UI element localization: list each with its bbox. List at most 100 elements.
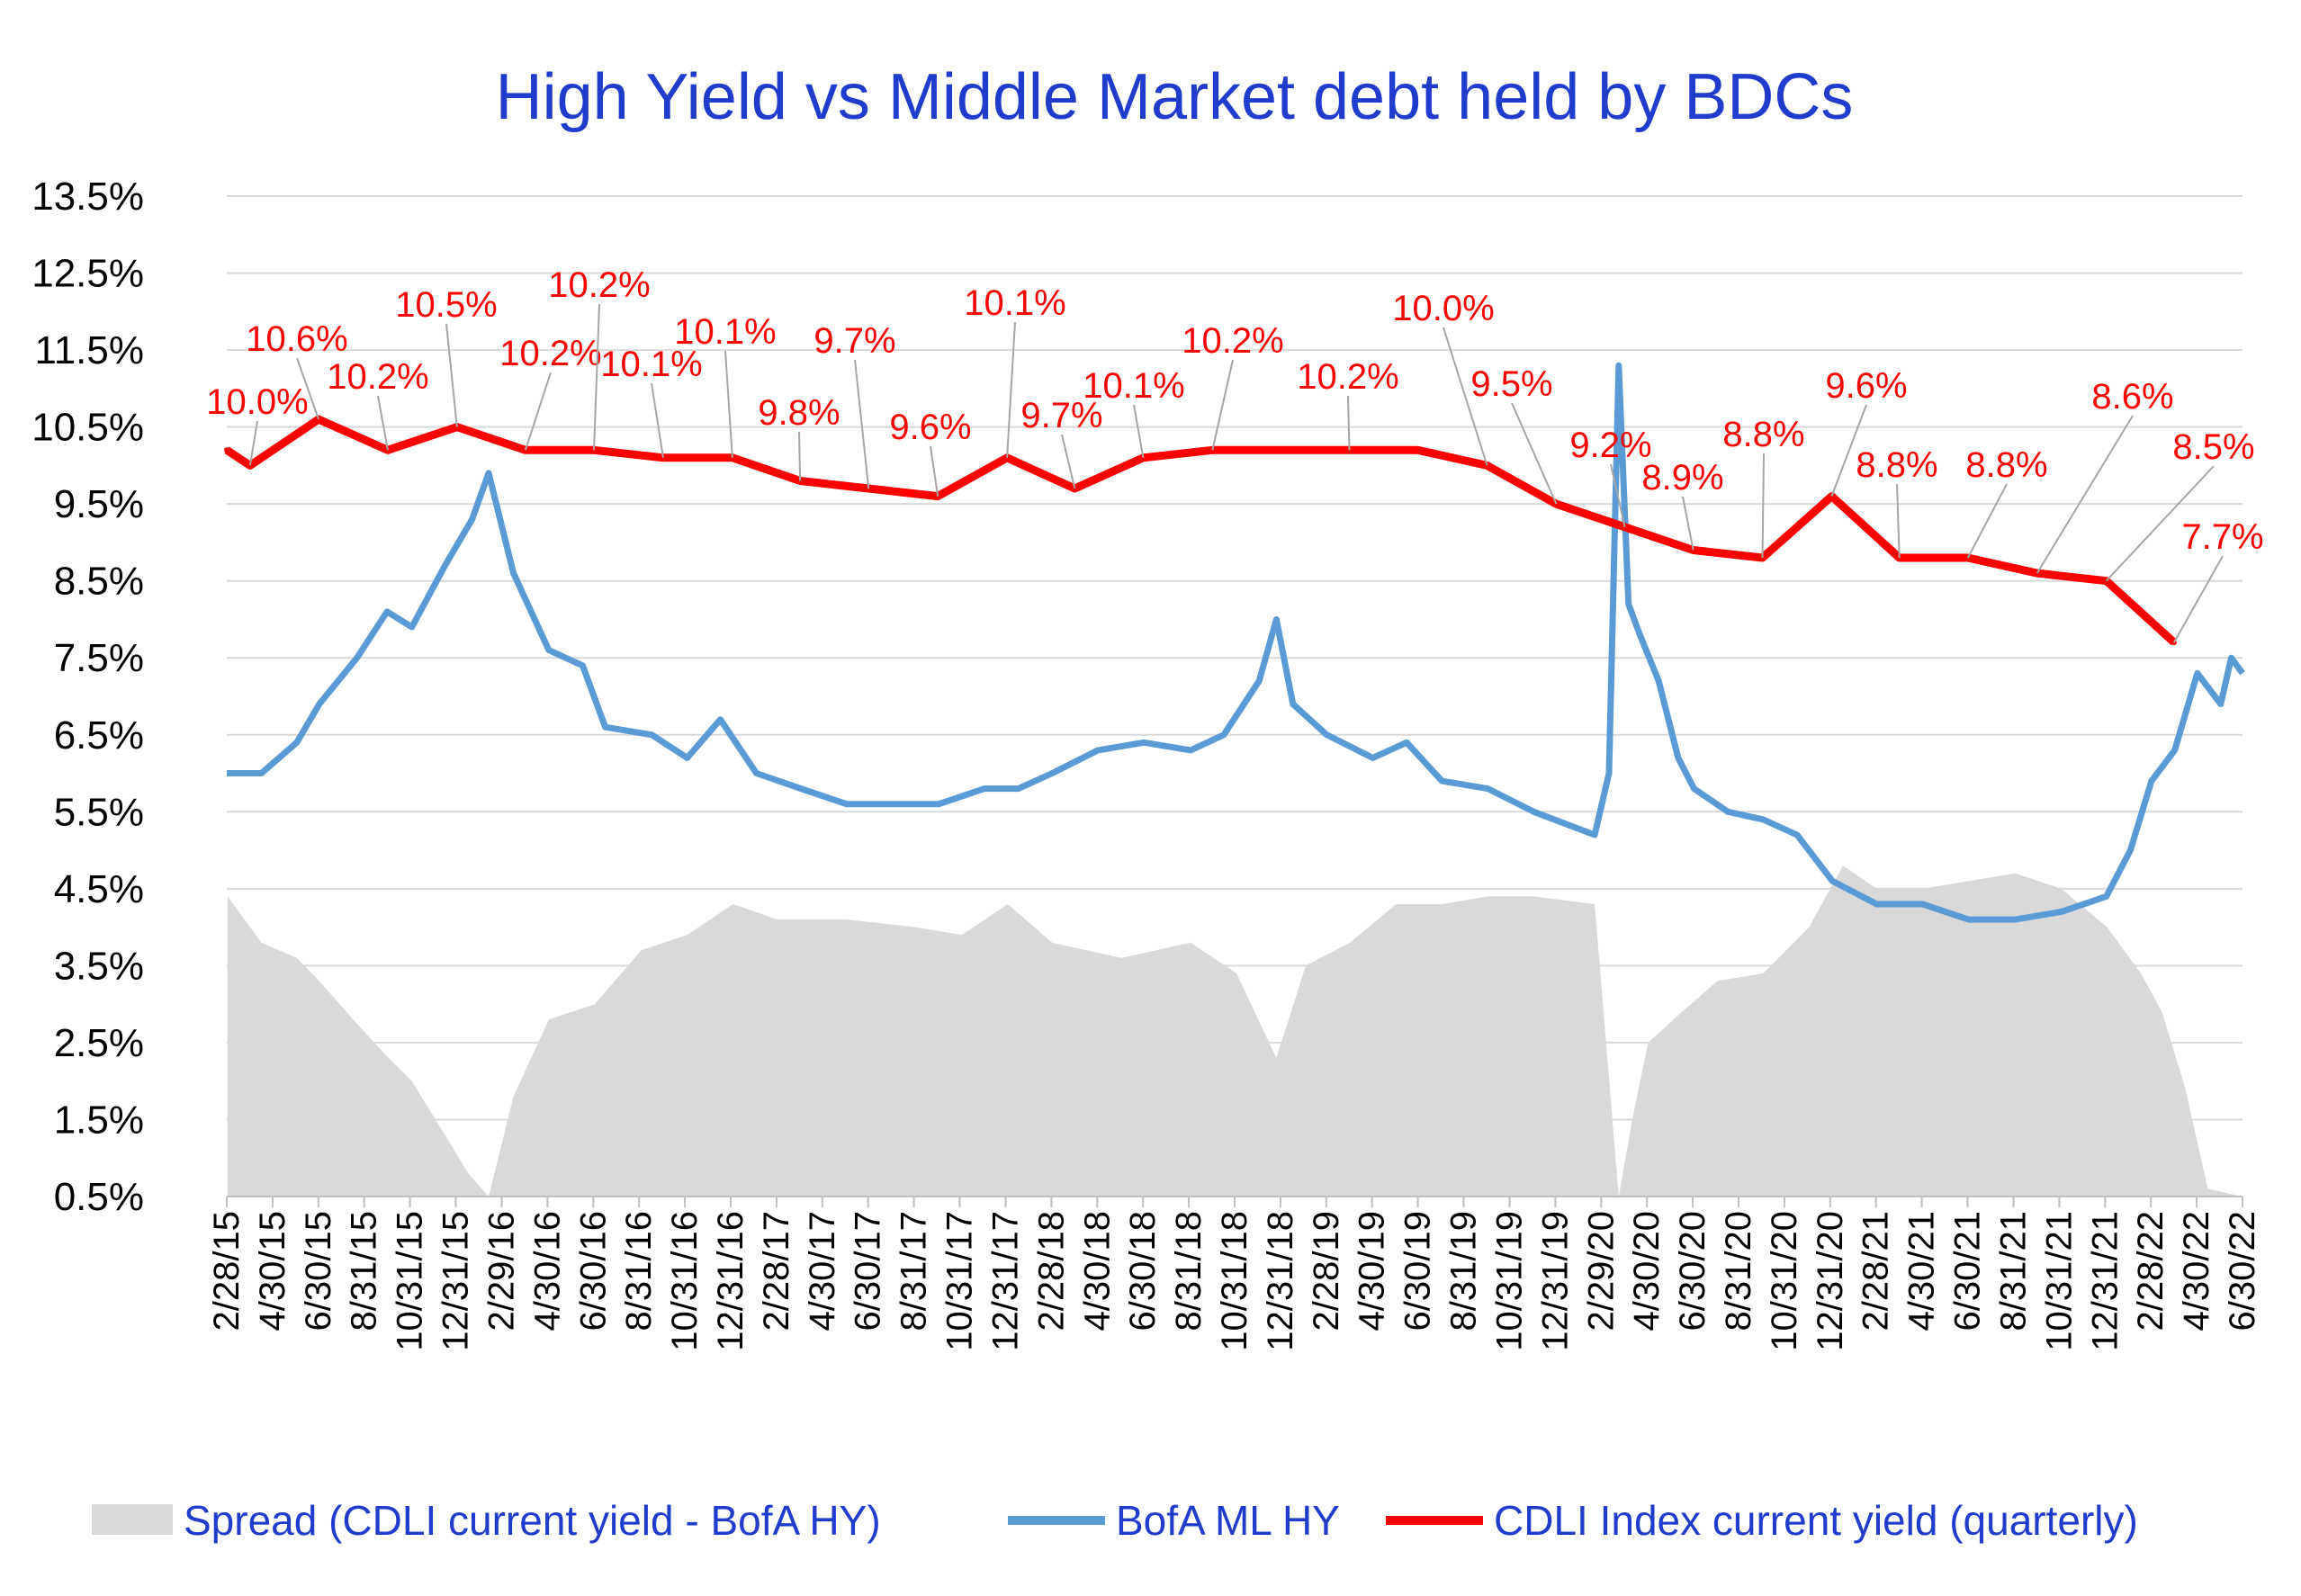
x-tick-label: 2/28/18 bbox=[1031, 1211, 1071, 1331]
y-tick-label: 13.5% bbox=[31, 175, 144, 219]
x-tick-label: 12/31/20 bbox=[1811, 1211, 1850, 1351]
cdli-point bbox=[1484, 462, 1490, 469]
x-tick-label: 6/30/20 bbox=[1673, 1211, 1712, 1331]
data-label: 10.1% bbox=[1083, 366, 1184, 406]
data-label: 10.2% bbox=[327, 357, 428, 397]
data-label: 9.6% bbox=[1825, 366, 1907, 406]
x-tick-label: 2/28/15 bbox=[207, 1211, 247, 1331]
x-tick-label: 4/30/15 bbox=[253, 1211, 292, 1331]
x-tick-label: 4/30/22 bbox=[2177, 1211, 2216, 1331]
y-tick-label: 6.5% bbox=[54, 713, 144, 758]
data-label: 10.2% bbox=[1182, 321, 1283, 361]
x-tick-label: 2/29/20 bbox=[1581, 1211, 1621, 1331]
x-tick-label: 10/31/15 bbox=[391, 1211, 430, 1351]
data-label-leader bbox=[1610, 463, 1626, 528]
cdli-point bbox=[384, 447, 391, 453]
x-tick-label: 8/31/19 bbox=[1444, 1211, 1484, 1331]
y-tick-label: 3.5% bbox=[54, 944, 144, 988]
x-tick-label: 8/31/18 bbox=[1169, 1211, 1209, 1331]
data-label: 8.8% bbox=[1722, 415, 1804, 454]
x-tick-label: 4/30/20 bbox=[1627, 1211, 1667, 1331]
data-label: 7.7% bbox=[2181, 517, 2263, 557]
data-label-leader bbox=[1443, 327, 1488, 466]
x-tick-label: 2/28/19 bbox=[1307, 1211, 1346, 1331]
x-tick-label: 8/31/17 bbox=[894, 1211, 934, 1331]
x-tick-label: 4/30/21 bbox=[1902, 1211, 1942, 1331]
x-tick-label: 12/31/21 bbox=[2085, 1211, 2125, 1351]
data-label: 10.6% bbox=[246, 319, 347, 359]
data-label-leader bbox=[1211, 359, 1234, 451]
data-label-leader bbox=[798, 431, 802, 481]
data-label: 8.8% bbox=[1856, 445, 1937, 485]
data-label: 10.0% bbox=[1392, 289, 1494, 328]
cdli-point bbox=[1415, 447, 1421, 453]
data-label: 9.8% bbox=[758, 393, 840, 433]
legend-swatch-spread bbox=[92, 1504, 173, 1535]
data-label: 9.7% bbox=[813, 321, 895, 361]
x-tick-label: 10/31/18 bbox=[1215, 1211, 1254, 1351]
y-tick-label: 4.5% bbox=[54, 867, 144, 911]
cdli-point bbox=[247, 462, 253, 469]
x-tick-label: 10/31/21 bbox=[2039, 1211, 2079, 1351]
data-label-leader bbox=[2173, 555, 2224, 643]
x-tick-label: 6/30/22 bbox=[2223, 1211, 2262, 1331]
data-label: 10.2% bbox=[1297, 357, 1398, 397]
x-tick-label: 10/31/20 bbox=[1765, 1211, 1804, 1351]
x-tick-label: 8/31/20 bbox=[1719, 1211, 1758, 1331]
data-label-leader bbox=[1347, 395, 1351, 451]
x-tick-label: 6/30/19 bbox=[1398, 1211, 1438, 1331]
cdli-point bbox=[224, 447, 229, 453]
data-label-leader bbox=[2036, 415, 2134, 574]
x-tick-label: 2/28/21 bbox=[1856, 1211, 1896, 1331]
x-tick-label: 2/29/16 bbox=[481, 1211, 521, 1331]
cdli-point bbox=[1209, 447, 1216, 453]
series-area-spread bbox=[227, 865, 2243, 1197]
y-tick-label: 12.5% bbox=[31, 252, 144, 296]
data-label-leader bbox=[524, 372, 552, 451]
x-axis: 2/28/15 4/30/15 6/30/15 8/31/15 10/31/15 12/3… bbox=[207, 1196, 2262, 1351]
data-label-leader bbox=[1830, 404, 1867, 497]
data-label-leader bbox=[651, 382, 664, 458]
data-label-leader bbox=[1006, 321, 1016, 458]
y-tick-label: 1.5% bbox=[54, 1098, 144, 1142]
data-label: 8.8% bbox=[1965, 445, 2047, 485]
x-tick-label: 12/31/16 bbox=[711, 1211, 751, 1351]
spread-area-layer bbox=[227, 865, 2243, 1197]
x-tick-label: 6/30/17 bbox=[849, 1211, 888, 1331]
x-tick-label: 4/30/19 bbox=[1353, 1211, 1392, 1331]
data-label-leader bbox=[593, 303, 600, 451]
data-label: 10.1% bbox=[674, 312, 776, 352]
data-label-leader bbox=[296, 357, 319, 420]
data-label-leader bbox=[1682, 496, 1694, 551]
data-label: 10.2% bbox=[548, 265, 650, 305]
cdli-point bbox=[591, 447, 597, 453]
data-label-leader bbox=[930, 445, 939, 497]
legend-label-hy: BofA ML HY bbox=[1116, 1497, 1340, 1544]
data-label: 10.1% bbox=[600, 345, 702, 384]
data-label: 9.6% bbox=[889, 408, 971, 447]
cdli-point bbox=[1346, 447, 1353, 453]
data-label: 8.5% bbox=[2172, 427, 2254, 467]
x-tick-label: 10/31/16 bbox=[665, 1211, 705, 1351]
data-label: 10.0% bbox=[206, 382, 308, 422]
x-tick-label: 12/31/19 bbox=[1535, 1211, 1575, 1351]
x-tick-label: 8/31/15 bbox=[345, 1211, 384, 1331]
chart-title: High Yield vs Middle Market debt held by… bbox=[496, 61, 1854, 133]
y-tick-label: 5.5% bbox=[54, 790, 144, 834]
data-label: 9.5% bbox=[1470, 364, 1552, 404]
x-tick-label: 4/30/16 bbox=[527, 1211, 567, 1331]
data-label: 10.5% bbox=[395, 285, 497, 325]
data-label: 8.6% bbox=[2091, 377, 2173, 417]
data-label-leader bbox=[248, 420, 258, 466]
data-label-leader bbox=[1133, 404, 1145, 459]
x-tick-label: 2/28/22 bbox=[2131, 1211, 2171, 1331]
data-label-leader bbox=[1966, 483, 2008, 559]
y-tick-label: 11.5% bbox=[35, 328, 145, 372]
x-tick-label: 6/30/16 bbox=[573, 1211, 613, 1331]
x-tick-label: 8/31/21 bbox=[1993, 1211, 2033, 1331]
cdli-point bbox=[1690, 547, 1696, 553]
x-tick-label: 2/28/17 bbox=[757, 1211, 796, 1331]
data-label-leader bbox=[2105, 465, 2215, 582]
cdli-point bbox=[797, 478, 804, 484]
